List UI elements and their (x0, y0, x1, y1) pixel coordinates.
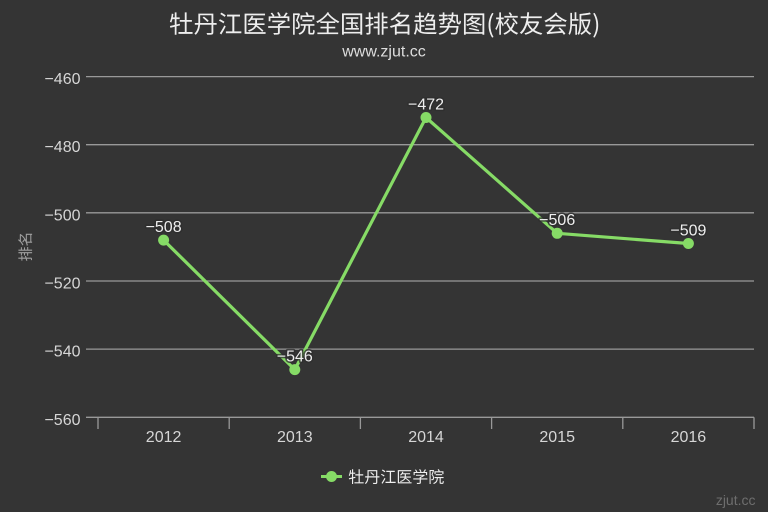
svg-text:2016: 2016 (671, 429, 707, 446)
svg-text:−546: −546 (277, 348, 313, 365)
svg-text:2014: 2014 (408, 429, 444, 446)
svg-text:2013: 2013 (277, 429, 313, 446)
svg-text:2012: 2012 (146, 429, 182, 446)
svg-text:−560: −560 (44, 412, 80, 429)
svg-text:−506: −506 (539, 212, 575, 229)
svg-text:−460: −460 (44, 71, 80, 88)
svg-text:−506: −506 (539, 212, 575, 229)
svg-text:−509: −509 (670, 222, 706, 239)
svg-text:zjut.cc: zjut.cc (716, 492, 756, 508)
svg-text:−508: −508 (146, 219, 182, 236)
svg-text:−540: −540 (44, 344, 80, 361)
svg-text:www.zjut.cc: www.zjut.cc (341, 44, 426, 61)
svg-text:−472: −472 (408, 96, 444, 113)
svg-text:−520: −520 (44, 276, 80, 293)
svg-text:−508: −508 (146, 219, 182, 236)
svg-text:−500: −500 (44, 207, 80, 224)
svg-text:2015: 2015 (539, 429, 575, 446)
svg-text:−472: −472 (408, 96, 444, 113)
svg-text:−480: −480 (44, 139, 80, 156)
svg-text:−509: −509 (670, 222, 706, 239)
svg-text:−546: −546 (277, 348, 313, 365)
